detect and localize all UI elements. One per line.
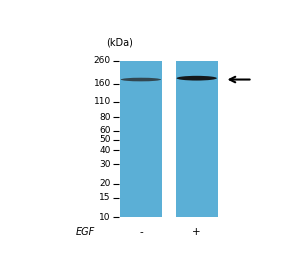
Text: 20: 20 bbox=[99, 179, 111, 188]
Text: +: + bbox=[192, 227, 201, 237]
Text: -: - bbox=[139, 227, 143, 237]
Text: 10: 10 bbox=[99, 213, 111, 222]
Text: 40: 40 bbox=[99, 146, 111, 155]
Ellipse shape bbox=[121, 78, 161, 81]
Text: 160: 160 bbox=[94, 79, 111, 88]
Text: 60: 60 bbox=[99, 126, 111, 136]
Text: (kDa): (kDa) bbox=[106, 38, 133, 48]
Bar bbox=[175, 60, 218, 217]
Bar bbox=[120, 60, 162, 217]
Text: 50: 50 bbox=[99, 135, 111, 144]
Text: EGF: EGF bbox=[75, 227, 95, 237]
Ellipse shape bbox=[177, 76, 217, 81]
Text: 110: 110 bbox=[94, 97, 111, 106]
Text: 80: 80 bbox=[99, 113, 111, 122]
Text: 260: 260 bbox=[94, 56, 111, 65]
Text: 15: 15 bbox=[99, 193, 111, 202]
Text: 30: 30 bbox=[99, 160, 111, 169]
